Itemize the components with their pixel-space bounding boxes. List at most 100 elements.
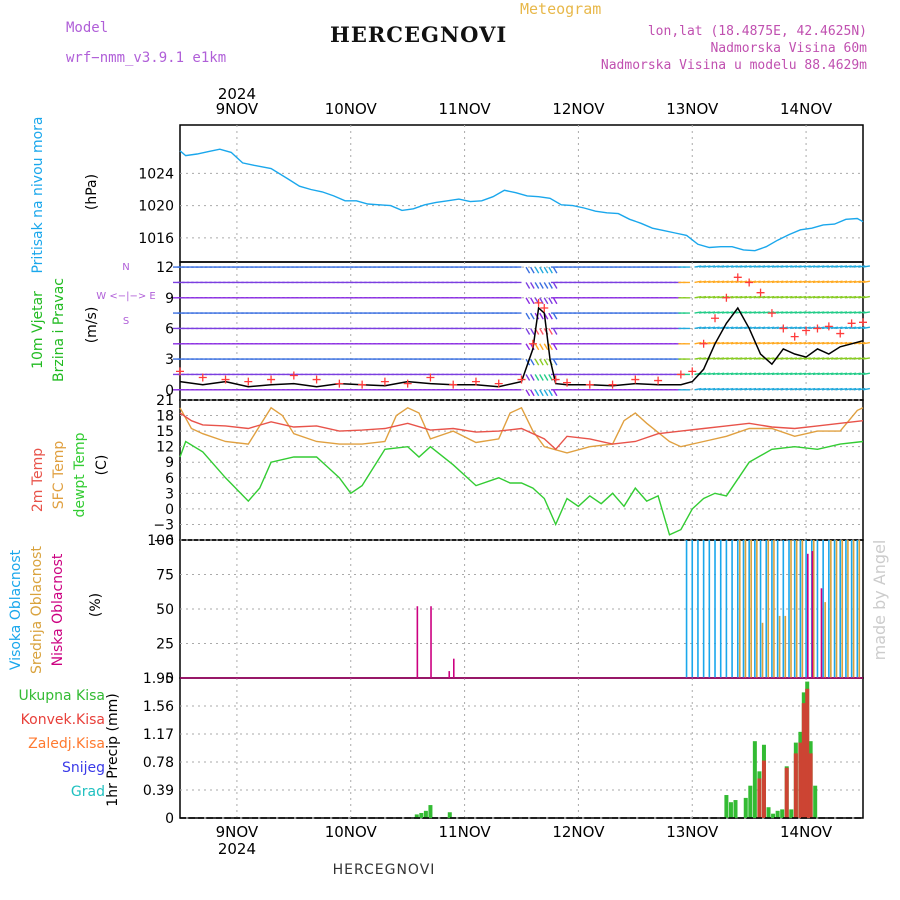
wind-barb <box>721 280 729 284</box>
wind-barb <box>826 265 834 268</box>
precip-convective-bar <box>793 753 798 818</box>
wind-barb <box>534 343 540 351</box>
temp-unit: (C) <box>94 455 110 476</box>
wind-barb <box>762 295 770 299</box>
wind-gust-marker <box>847 319 856 328</box>
wind-barb <box>844 280 852 284</box>
wind-barb <box>853 372 861 376</box>
wind-barb <box>758 326 766 330</box>
wind-barb <box>753 341 761 345</box>
wind-barb <box>552 266 558 274</box>
wind-barb <box>525 282 531 289</box>
wind-ytick-label: 12 <box>156 260 174 276</box>
wind-barb <box>803 341 811 345</box>
wind-barb <box>812 387 820 391</box>
wind-ylabel: 10m Vjetar <box>30 291 46 369</box>
wind-barb <box>753 311 761 314</box>
model-name: wrf−nmm_v3.9.1 e1km <box>66 50 227 66</box>
wind-barb <box>543 343 549 351</box>
precip-ytick-label: 0.78 <box>143 755 174 771</box>
wind-barb <box>831 372 839 376</box>
wind-barb <box>762 341 770 345</box>
wind-barb <box>708 341 716 345</box>
wind-barb <box>552 328 558 335</box>
model-label: Model <box>66 20 109 36</box>
wind-barb <box>780 295 789 299</box>
precip-ytick-label: 1.56 <box>143 699 174 715</box>
wind-gust-marker <box>722 293 731 302</box>
precip-ytick-label: 1.17 <box>143 727 174 743</box>
wind-barb <box>698 280 707 284</box>
wind-barb <box>862 341 871 345</box>
wind-barb <box>749 265 757 268</box>
wind-barb <box>726 341 734 345</box>
wind-barb <box>799 311 807 314</box>
wind-barb <box>530 282 535 289</box>
wind-barb <box>821 311 830 314</box>
wind-ylabel2: Brzina i Pravac <box>51 278 67 382</box>
precip-total-bar <box>752 741 757 818</box>
wind-barb <box>749 387 757 391</box>
wind-barb <box>808 295 816 299</box>
wind-barb <box>794 357 802 360</box>
wind-barb <box>712 295 720 299</box>
precip-total-bar <box>428 805 433 818</box>
wind-barb <box>803 372 811 376</box>
wind-barb <box>730 326 738 330</box>
wind-gust-marker <box>267 375 276 384</box>
wind-barb <box>853 295 861 299</box>
wind-barb <box>853 387 861 391</box>
wind-barb <box>790 372 798 376</box>
wind-barb <box>543 389 549 397</box>
wind-barb <box>785 265 793 268</box>
wind-gust-marker <box>699 339 708 348</box>
wind-barb <box>530 297 535 305</box>
wind-barb <box>853 357 861 360</box>
cloud-ylabel-mid: Srednja Oblacnost <box>29 546 45 674</box>
precip-convective-bar <box>805 688 810 818</box>
wind-barb <box>799 341 807 345</box>
wind-barb <box>771 387 779 391</box>
wind-barb <box>703 295 711 299</box>
wind-barb <box>744 372 752 376</box>
precip-total-bar <box>775 810 780 818</box>
wind-barb <box>844 265 852 268</box>
wind-barb <box>708 326 716 330</box>
precip-total-bar <box>414 814 419 818</box>
wind-barb <box>803 357 811 360</box>
wind-barb <box>849 265 857 268</box>
wind-gust-marker <box>585 380 594 389</box>
wind-barb <box>803 295 811 299</box>
wind-barb <box>703 326 711 330</box>
wind-barb <box>739 341 748 345</box>
wind-barb <box>726 311 734 314</box>
wind-barb <box>548 328 553 335</box>
wind-barb <box>694 387 702 391</box>
wind-barb <box>694 311 702 314</box>
wind-gust-marker <box>688 367 697 376</box>
wind-barb <box>717 326 725 330</box>
wind-barb <box>744 341 752 345</box>
wind-barb <box>708 357 716 360</box>
wind-barb <box>835 265 843 268</box>
wind-barb <box>753 387 761 391</box>
wind-barb <box>808 387 816 391</box>
wind-barb <box>744 295 752 299</box>
temperature-ytick-label: 21 <box>156 393 174 409</box>
wind-barb <box>767 357 775 360</box>
wind-barb <box>525 374 531 381</box>
wind-barb <box>826 372 834 376</box>
temp-ylabel-sfc: SFC Temp <box>51 441 67 510</box>
wind-barb <box>817 265 825 268</box>
wind-barb <box>849 280 857 284</box>
wind-barb <box>835 357 843 360</box>
wind-barb <box>840 387 848 391</box>
precip-total-bar <box>748 785 753 818</box>
wind-barb <box>794 280 802 284</box>
wind-barb <box>785 280 793 284</box>
wind-barb <box>730 295 738 299</box>
wind-ytick-label: 0 <box>165 383 174 399</box>
wind-barb <box>776 372 784 376</box>
wind-barb <box>744 357 752 360</box>
